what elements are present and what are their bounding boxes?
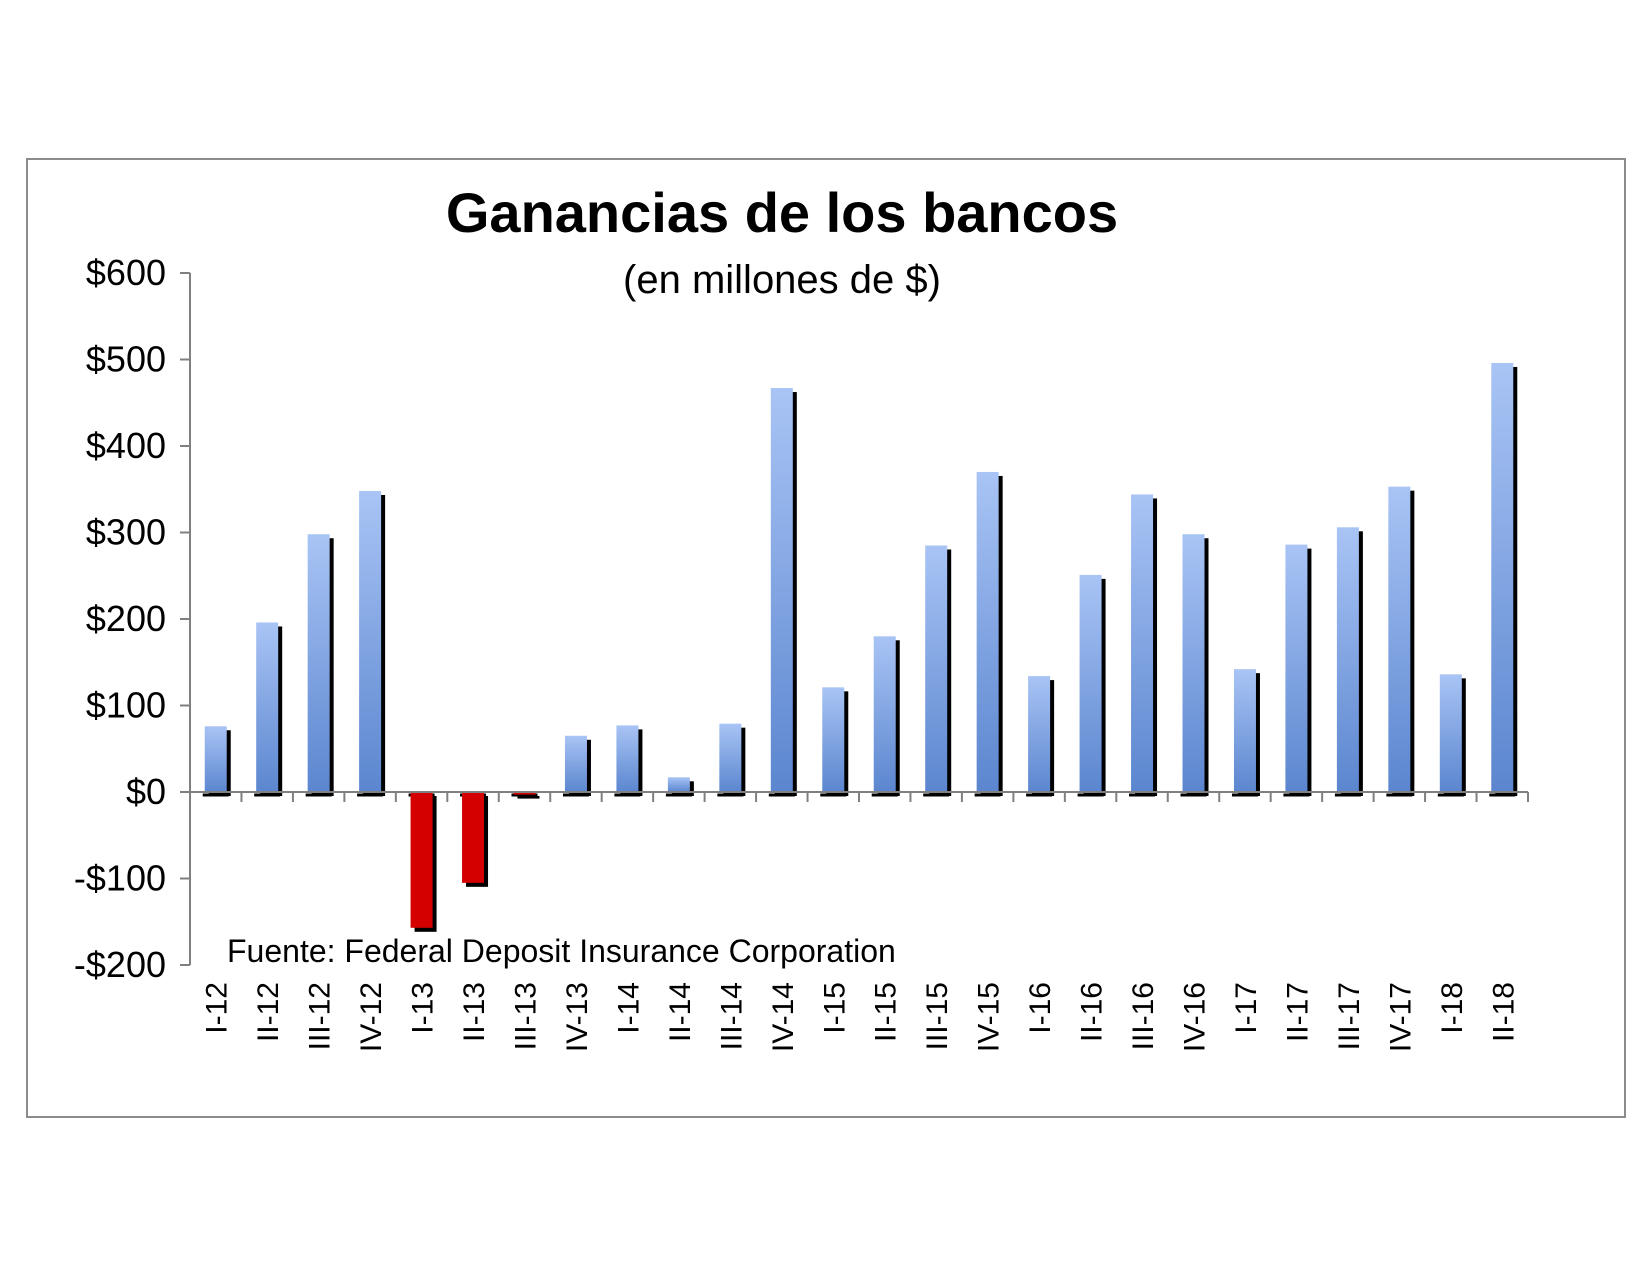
source-note: Fuente: Federal Deposit Insurance Corpor… [227,933,896,969]
x-tick-label: IV-12 [355,982,388,1052]
x-tick-label: IV-14 [767,982,800,1052]
x-tick-label: III-16 [1127,982,1160,1050]
x-tick-label: I-12 [201,982,234,1034]
bar-II-14 [667,777,690,792]
bar-I-13 [410,792,433,928]
bar-IV-14 [770,388,793,792]
bar-II-12 [256,622,279,792]
y-tick-label: -$100 [74,858,166,899]
chart-title: Ganancias de los bancos [446,181,1118,244]
x-tick-label: I-18 [1436,982,1469,1034]
chart-subtitle: (en millones de $) [623,258,941,302]
y-axis: $600 $500 $400 $300 $200 $100 $0 -$100 -$200 [74,252,191,985]
y-tick-label: $300 [86,512,166,553]
bar-III-16 [1131,494,1154,792]
bar-IV-12 [359,490,382,792]
x-axis: I-12 II-12 III-12 IV-12 I-13 II-13 III-13 IV-13… [189,791,1529,1052]
x-tick-label: I-17 [1230,982,1263,1034]
y-tick-label: $500 [86,339,166,380]
x-tick-label: III-13 [510,982,543,1050]
bar-I-16 [1028,676,1051,792]
y-tick-label: $0 [126,771,166,812]
bar-I-15 [822,687,845,792]
x-tick-label: III-12 [304,982,337,1050]
bar-IV-17 [1388,486,1411,792]
x-tick-label: III-17 [1333,982,1366,1050]
x-tick-label: II-18 [1487,982,1520,1042]
bar-IV-15 [976,471,999,792]
x-tick-label: IV-13 [561,982,594,1052]
bar-III-15 [925,545,948,792]
x-tick-label: IV-16 [1179,982,1212,1052]
bar-I-18 [1439,674,1462,792]
x-tick-label: II-14 [664,982,697,1042]
x-tick-label: II-12 [252,982,285,1042]
bars-group [202,362,1518,932]
x-tick-label: IV-17 [1384,982,1417,1052]
bar-IV-16 [1182,534,1205,792]
bar-I-12 [204,726,227,792]
x-tick-label: I-16 [1024,982,1057,1034]
bar-shadow [517,796,540,799]
bar-II-16 [1079,574,1102,792]
bar-I-17 [1233,669,1256,792]
bar-III-17 [1336,527,1359,792]
y-tick-label: -$200 [74,944,166,985]
x-tick-label: I-15 [818,982,851,1034]
bar-I-14 [616,725,639,792]
bar-II-13 [462,792,485,883]
bar-IV-13 [564,735,587,792]
x-tick-label: III-14 [715,982,748,1050]
x-tick-label: II-13 [458,982,491,1042]
x-tick-label: II-15 [870,982,903,1042]
y-tick-label: $100 [86,685,166,726]
x-tick-label: IV-15 [973,982,1006,1052]
y-tick-label: $600 [86,252,166,293]
bar-II-18 [1491,362,1514,792]
bar-II-15 [873,636,896,792]
bar-III-13 [513,792,536,795]
bar-III-12 [307,534,330,792]
bar-II-17 [1285,544,1308,792]
chart-frame: Ganancias de los bancos (en millones de … [26,158,1626,1118]
bar-III-14 [719,723,742,792]
x-tick-label: II-16 [1076,982,1109,1042]
x-tick-label: I-13 [407,982,440,1034]
x-tick-label: II-17 [1281,982,1314,1042]
y-tick-label: $200 [86,598,166,639]
y-tick-label: $400 [86,425,166,466]
bar-chart: Ganancias de los bancos (en millones de … [74,181,1529,1052]
x-tick-label: I-14 [612,982,645,1034]
x-tick-label: III-15 [921,982,954,1050]
